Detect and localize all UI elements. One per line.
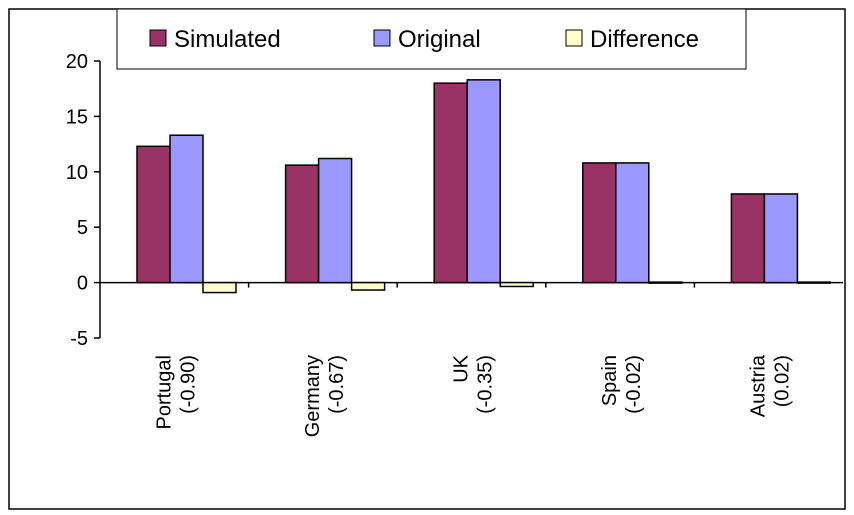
x-category-label-line: (-0.35) <box>475 355 497 414</box>
y-tick-label: 20 <box>66 51 88 73</box>
x-category-label-line: Germany <box>302 355 324 437</box>
x-category-label: Germany (-0.67) <box>302 355 348 437</box>
bar-original-austria <box>763 193 799 284</box>
legend-swatch-original <box>373 29 391 47</box>
legend-swatch-simulated <box>149 29 167 47</box>
bar-simulated-portugal <box>136 145 171 284</box>
x-category-label-line: Austria <box>748 354 770 417</box>
x-category-label-line: (-0.90) <box>177 355 199 414</box>
bar-difference-portugal <box>202 281 237 294</box>
bar-difference-uk <box>499 281 534 288</box>
x-category-label: Portugal (-0.90) <box>153 355 199 430</box>
bar-original-uk <box>466 79 501 284</box>
bar-original-spain <box>615 162 650 284</box>
bar-simulated-spain <box>582 162 617 284</box>
legend-box <box>116 8 747 70</box>
y-tick-label: -5 <box>70 328 88 350</box>
bar-original-germany <box>317 157 353 284</box>
x-category-label-line: (-0.67) <box>326 355 348 414</box>
legend-label-difference: Difference <box>590 26 699 53</box>
x-category-label: Austria (0.02) <box>748 354 794 417</box>
bar-difference-spain <box>648 281 683 284</box>
bar-simulated-austria <box>730 193 766 284</box>
x-category-label-line: (-0.02) <box>623 355 645 414</box>
x-category-label-line: UK <box>451 354 473 382</box>
bar-difference-germany <box>350 281 386 291</box>
x-category-label: UK (-0.35) <box>451 354 497 414</box>
x-category-label: Spain (-0.02) <box>599 355 645 414</box>
x-category-label-line: Portugal <box>153 355 175 430</box>
y-tick-label: 5 <box>77 217 88 239</box>
x-category-label-line: Spain <box>599 355 621 406</box>
legend-label-simulated: Simulated <box>174 26 281 53</box>
y-tick-label: 10 <box>66 162 88 184</box>
legend-label-original: Original <box>398 26 481 53</box>
bar-simulated-uk <box>433 82 468 284</box>
y-tick-label: 15 <box>66 106 88 128</box>
bar-simulated-germany <box>284 164 320 284</box>
y-tick-label: 0 <box>77 273 88 295</box>
bar-difference-austria <box>796 281 832 284</box>
x-category-label-line: (0.02) <box>772 355 794 407</box>
bar-original-portugal <box>169 134 204 284</box>
chart-border <box>8 8 846 510</box>
legend-swatch-difference <box>565 29 583 47</box>
